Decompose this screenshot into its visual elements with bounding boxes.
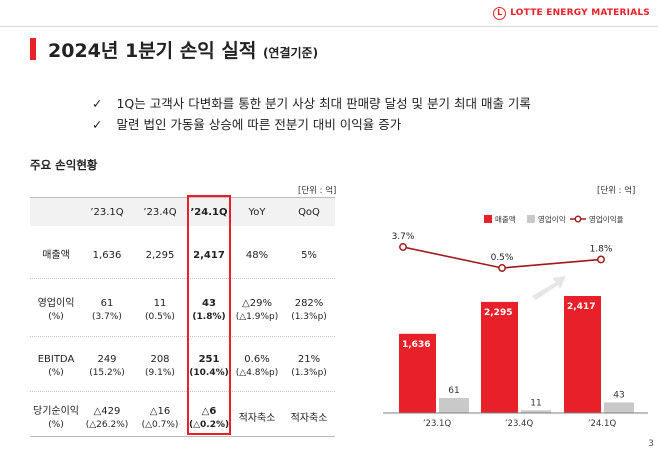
bullet-item: ✓ 말련 법인 가동율 상승에 따른 전분기 대비 이익율 증가 (92, 114, 531, 135)
legend-swatch-op-profit (527, 215, 535, 223)
row-label-sub: (%) (48, 368, 64, 378)
title-sub: (연결기준) (262, 46, 319, 60)
table-cell: 251 (198, 354, 220, 365)
table-cell-sub: (1.3%p) (291, 368, 327, 378)
bullet-item: ✓ 1Q는 고객사 다변화를 통한 분기 사상 최대 판매량 달성 및 분기 최… (92, 93, 531, 114)
legend-label-margin: 영업이익율 (589, 214, 624, 224)
revenue-profit-chart: 매출액 영업이익 영업이익율 1,636 61 ’23.1Q 2,295 11 ’23.4Q 2,… (383, 214, 648, 429)
col-header: YoY (248, 207, 266, 218)
table-cell-sub: (1.8%) (192, 312, 226, 322)
col-header: ’23.1Q (90, 207, 124, 218)
table-unit: [단위 : 억] (298, 186, 337, 196)
row-label: 영업이익 (37, 298, 75, 309)
margin-label: 1.8% (590, 244, 613, 254)
row-divider (30, 391, 335, 392)
row-label-sub: (%) (48, 420, 64, 430)
table-cell: 2,295 (145, 250, 175, 261)
table-cell: 21% (297, 354, 321, 365)
company-logo: L LOTTE ENERGY MATERIALS (493, 5, 650, 21)
table-cell: △429 (93, 406, 121, 417)
col-header: QoQ (298, 207, 320, 218)
table-cell: 1,636 (92, 250, 122, 261)
page-title: 2024년 1분기 손익 실적 (연결기준) (48, 36, 318, 63)
margin-point (399, 243, 407, 251)
table-cell-sub: (△26.2%) (85, 420, 129, 430)
table-cell: 249 (97, 354, 117, 365)
margin-point (597, 255, 605, 264)
bar-label-op-profit: 11 (530, 398, 541, 408)
table-cell-sub: (△0.7%) (141, 420, 179, 430)
x-tick-label: ’23.4Q (505, 419, 534, 429)
legend-label-op-profit: 영업이익 (538, 214, 566, 224)
table-cell-sub: (△4.8%p) (235, 368, 279, 378)
bar-label-revenue: 2,417 (567, 302, 595, 312)
table-cell-sub: (0.5%) (145, 312, 175, 322)
bar-op-profit (521, 410, 551, 413)
bar-revenue (481, 301, 518, 413)
table-cell: 적자축소 (290, 413, 328, 424)
row-divider (30, 336, 335, 337)
bar-revenue (564, 296, 601, 413)
table-cell: △29% (242, 298, 272, 309)
check-icon: ✓ (92, 96, 103, 111)
table-cell: 11 (153, 298, 167, 309)
title-main: 2024년 1분기 손익 실적 (48, 40, 257, 62)
margin-label: 3.7% (392, 232, 415, 242)
table-cell-sub: (3.7%) (92, 312, 122, 322)
logo-text: LOTTE ENERGY MATERIALS (510, 8, 650, 18)
legend-marker-margin (574, 215, 582, 223)
current-quarter-highlight (187, 195, 231, 435)
table-cell: 2,417 (193, 250, 225, 261)
table-cell-sub: (9.1%) (145, 368, 175, 378)
row-label: EBITDA (37, 354, 75, 365)
table-cell: 0.6% (244, 354, 270, 365)
bar-revenue (399, 333, 436, 413)
bullet-text: 1Q는 고객사 다변화를 통한 분기 사상 최대 판매량 달성 및 분기 최대 … (116, 96, 531, 111)
table-cell-sub: (1.3%p) (291, 312, 327, 322)
bullet-text: 말련 법인 가동율 상승에 따른 전분기 대비 이익율 증가 (116, 117, 402, 132)
table-cell: 43 (202, 298, 216, 309)
table-cell-sub: (10.4%) (189, 368, 229, 378)
lotte-logo-icon: L (493, 6, 507, 20)
bar-label-revenue: 2,295 (484, 308, 512, 318)
row-label: 매출액 (42, 250, 70, 261)
table-cell-sub: (△0.2%) (189, 420, 230, 430)
margin-point (498, 264, 506, 272)
title-accent-bar (30, 38, 36, 60)
table-header-row (30, 198, 335, 226)
table-cell: 5% (301, 250, 317, 261)
table-cell: △16 (149, 406, 171, 417)
table-cell: △6 (201, 406, 217, 417)
summary-bullets: ✓ 1Q는 고객사 다변화를 통한 분기 사상 최대 판매량 달성 및 분기 최… (92, 93, 531, 135)
table-cell: 208 (150, 354, 170, 365)
table-cell: 282% (294, 298, 324, 309)
bar-label-revenue: 1,636 (402, 340, 430, 350)
row-label-sub: (%) (48, 312, 64, 322)
row-label: 당기순이익 (33, 406, 79, 417)
x-tick-label: ’23.1Q (423, 419, 452, 429)
table-cell: 적자축소 (238, 413, 276, 424)
chart-unit: [단위 : 억] (597, 186, 636, 196)
bar-op-profit (439, 398, 469, 413)
row-divider (30, 278, 335, 279)
table-cell: 48% (245, 250, 269, 261)
table-cell: 61 (100, 298, 114, 309)
bar-op-profit (604, 402, 634, 413)
legend-label-revenue: 매출액 (495, 214, 516, 224)
col-header: ’23.4Q (143, 207, 177, 218)
pl-table: ’23.1Q ’23.4Q ’24.1Q YoY QoQ 매출액 1,636 2… (30, 197, 335, 437)
bar-label-op-profit: 43 (613, 390, 624, 400)
margin-label: 0.5% (491, 253, 514, 263)
bar-label-op-profit: 61 (448, 386, 459, 396)
header-divider (0, 26, 658, 27)
growth-arrow-icon (532, 276, 566, 300)
col-header: ’24.1Q (190, 207, 228, 218)
table-section-title: 주요 손익현황 (30, 158, 98, 172)
legend-swatch-revenue (484, 215, 492, 223)
x-tick-label: ’24.1Q (588, 419, 617, 429)
check-icon: ✓ (92, 117, 103, 132)
table-cell-sub: (△1.9%p) (235, 312, 279, 322)
table-cell-sub: (15.2%) (89, 368, 125, 378)
page-number: 3 (648, 439, 654, 449)
